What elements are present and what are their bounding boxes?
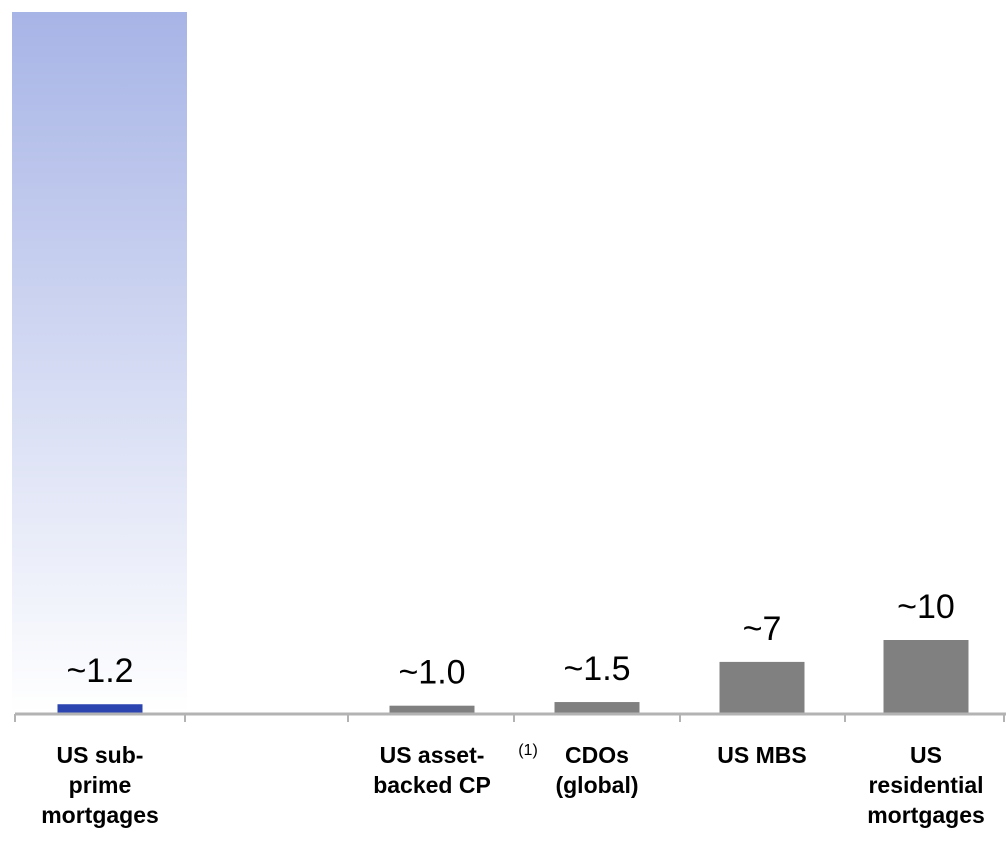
footnote-marker-0: (1) <box>518 742 538 759</box>
bar-4 <box>883 640 969 713</box>
category-label-2: CDOs (global) <box>555 742 638 798</box>
bar-1 <box>389 705 475 713</box>
category-label-0: US sub-prime mortgages <box>41 742 159 828</box>
value-label-1: ~1.0 <box>398 654 465 692</box>
bar-0 <box>57 704 143 713</box>
value-label-3: ~7 <box>743 610 782 648</box>
category-label-1: US asset-backed CP <box>373 742 491 798</box>
highlight-gradient-column <box>12 12 187 713</box>
value-label-2: ~1.5 <box>563 650 630 688</box>
value-label-0: ~1.2 <box>66 652 133 690</box>
bar-2 <box>554 702 640 713</box>
bar-3 <box>719 661 805 713</box>
category-label-3: US MBS <box>717 742 806 768</box>
category-label-4: US residential mortgages <box>867 742 985 828</box>
value-label-4: ~10 <box>897 588 955 626</box>
